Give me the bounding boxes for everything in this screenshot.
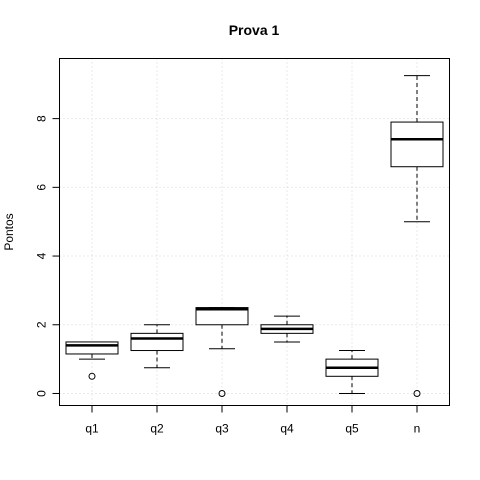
outlier-point bbox=[413, 389, 421, 397]
box-iqr bbox=[65, 341, 119, 355]
chart-title: Prova 1 bbox=[229, 22, 280, 38]
y-axis-label: Pontos bbox=[2, 213, 16, 250]
y-tick-label: 6 bbox=[35, 184, 49, 191]
x-tick-label: q4 bbox=[280, 422, 294, 436]
box-iqr bbox=[390, 121, 444, 168]
box-n bbox=[390, 75, 444, 397]
box-iqr bbox=[130, 332, 184, 352]
box-q1 bbox=[65, 341, 119, 380]
x-tick-label: q1 bbox=[85, 422, 99, 436]
outlier-point bbox=[88, 372, 96, 380]
x-tick-label: q3 bbox=[215, 422, 229, 436]
box-q4 bbox=[260, 315, 314, 343]
plot-frame bbox=[59, 58, 450, 406]
box-q3 bbox=[195, 307, 249, 397]
x-tick-label: q5 bbox=[345, 422, 359, 436]
box-iqr bbox=[195, 307, 249, 326]
box-q2 bbox=[130, 324, 184, 369]
box-layer bbox=[65, 75, 444, 397]
y-tick-label: 4 bbox=[35, 252, 49, 259]
x-tick-label: q2 bbox=[150, 422, 164, 436]
y-tick-label: 8 bbox=[35, 115, 49, 122]
y-tick-label: 2 bbox=[35, 321, 49, 328]
outlier-point bbox=[218, 389, 226, 397]
grid-layer bbox=[59, 58, 450, 406]
box-q5 bbox=[325, 350, 379, 394]
y-tick-label: 0 bbox=[35, 390, 49, 397]
x-tick-label: n bbox=[414, 422, 421, 436]
axis-layer: 0 2 4 6 8 q1 q2 q3 q4 q5 n bbox=[35, 115, 421, 436]
